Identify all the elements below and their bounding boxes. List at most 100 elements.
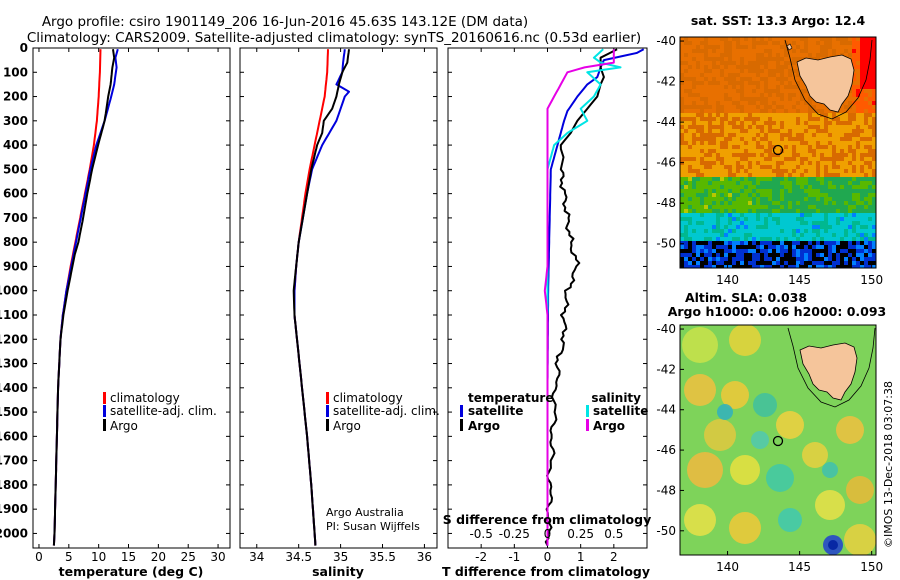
sst-cell <box>776 221 781 226</box>
sst-cell <box>836 53 841 58</box>
sst-cell <box>736 177 741 182</box>
sst-cell <box>860 197 865 202</box>
sst-cell <box>776 185 781 190</box>
sst-cell <box>768 213 773 218</box>
sst-cell <box>688 245 693 250</box>
sst-cell <box>852 253 857 258</box>
sst-cell <box>692 121 697 126</box>
sst-cell <box>820 197 825 202</box>
sst-cell <box>736 197 741 202</box>
sst-cell <box>760 129 765 134</box>
sst-cell <box>716 105 721 110</box>
sst-cell <box>796 133 801 138</box>
sst-cell <box>720 125 725 130</box>
sst-cell <box>736 217 741 222</box>
sst-cell <box>860 261 865 266</box>
sst-cell <box>740 133 745 138</box>
sst-cell <box>744 177 749 182</box>
sst-cell <box>756 197 761 202</box>
sst-cell <box>828 45 833 50</box>
sst-cell <box>708 253 713 258</box>
sst-cell <box>844 129 849 134</box>
sst-cell <box>848 89 853 94</box>
sst-cell <box>708 73 713 78</box>
sst-cell <box>688 225 693 230</box>
sst-cell <box>824 245 829 250</box>
sst-cell <box>764 141 769 146</box>
sst-cell <box>840 221 845 226</box>
sst-cell <box>780 173 785 178</box>
sst-cell <box>708 145 713 150</box>
sst-cell <box>696 85 701 90</box>
sst-cell <box>848 261 853 266</box>
sst-cell <box>776 53 781 58</box>
sla-anomaly <box>721 381 749 409</box>
tasmania-land <box>796 54 855 113</box>
sst-cell <box>816 209 821 214</box>
sst-cell <box>780 125 785 130</box>
sst-cell <box>844 153 849 158</box>
sst-cell <box>744 165 749 170</box>
sst-cell <box>776 77 781 82</box>
sst-cell <box>752 97 757 102</box>
sst-cell <box>740 237 745 242</box>
sst-cell <box>804 185 809 190</box>
sst-cell <box>736 229 741 234</box>
sst-cell <box>816 41 821 46</box>
sst-cell <box>744 169 749 174</box>
sst-cell <box>864 241 869 246</box>
sst-cell <box>736 261 741 266</box>
sst-cell <box>832 237 837 242</box>
sst-cell <box>708 89 713 94</box>
sst-cell <box>700 149 705 154</box>
sst-cell <box>852 201 857 206</box>
map-y-tick-label: -48 <box>656 196 676 210</box>
sst-cell <box>836 49 841 54</box>
sst-cell <box>696 57 701 62</box>
sst-cell <box>772 97 777 102</box>
sst-cell <box>752 209 757 214</box>
sst-cell <box>864 49 869 54</box>
sst-cell <box>864 165 869 170</box>
sst-cell <box>724 97 729 102</box>
sst-cell <box>764 113 769 118</box>
sst-cell <box>776 65 781 70</box>
sst-cell <box>796 209 801 214</box>
sst-cell <box>828 237 833 242</box>
sst-cell <box>812 205 817 210</box>
sst-cell <box>792 101 797 106</box>
sst-cell <box>708 233 713 238</box>
sst-cell <box>844 181 849 186</box>
sst-cell <box>708 157 713 162</box>
sst-cell <box>796 185 801 190</box>
sst-cell <box>868 137 873 142</box>
depth-tick-label: 500 <box>3 162 28 176</box>
sst-cell <box>748 253 753 258</box>
sst-cell <box>732 49 737 54</box>
sst-cell <box>844 185 849 190</box>
sst-cell <box>828 197 833 202</box>
sst-cell <box>748 113 753 118</box>
sst-cell <box>780 205 785 210</box>
sst-cell <box>792 113 797 118</box>
sst-cell <box>780 85 785 90</box>
sst-cell <box>776 265 781 268</box>
sst-cell <box>712 121 717 126</box>
sst-cell <box>780 245 785 250</box>
sst-cell <box>732 65 737 70</box>
sst-cell <box>692 109 697 114</box>
sst-cell <box>772 205 777 210</box>
sst-cell <box>684 57 689 62</box>
sst-cell <box>712 237 717 242</box>
sst-cell <box>864 221 869 226</box>
sst-cell <box>724 205 729 210</box>
sst-cell <box>776 225 781 230</box>
sst-cell <box>688 89 693 94</box>
sst-cell <box>784 45 789 50</box>
sst-cell <box>756 205 761 210</box>
sst-cell <box>840 197 845 202</box>
sst-cell <box>688 201 693 206</box>
sst-cell <box>796 57 801 62</box>
sst-cell <box>872 245 876 250</box>
sst-cell <box>848 249 853 254</box>
